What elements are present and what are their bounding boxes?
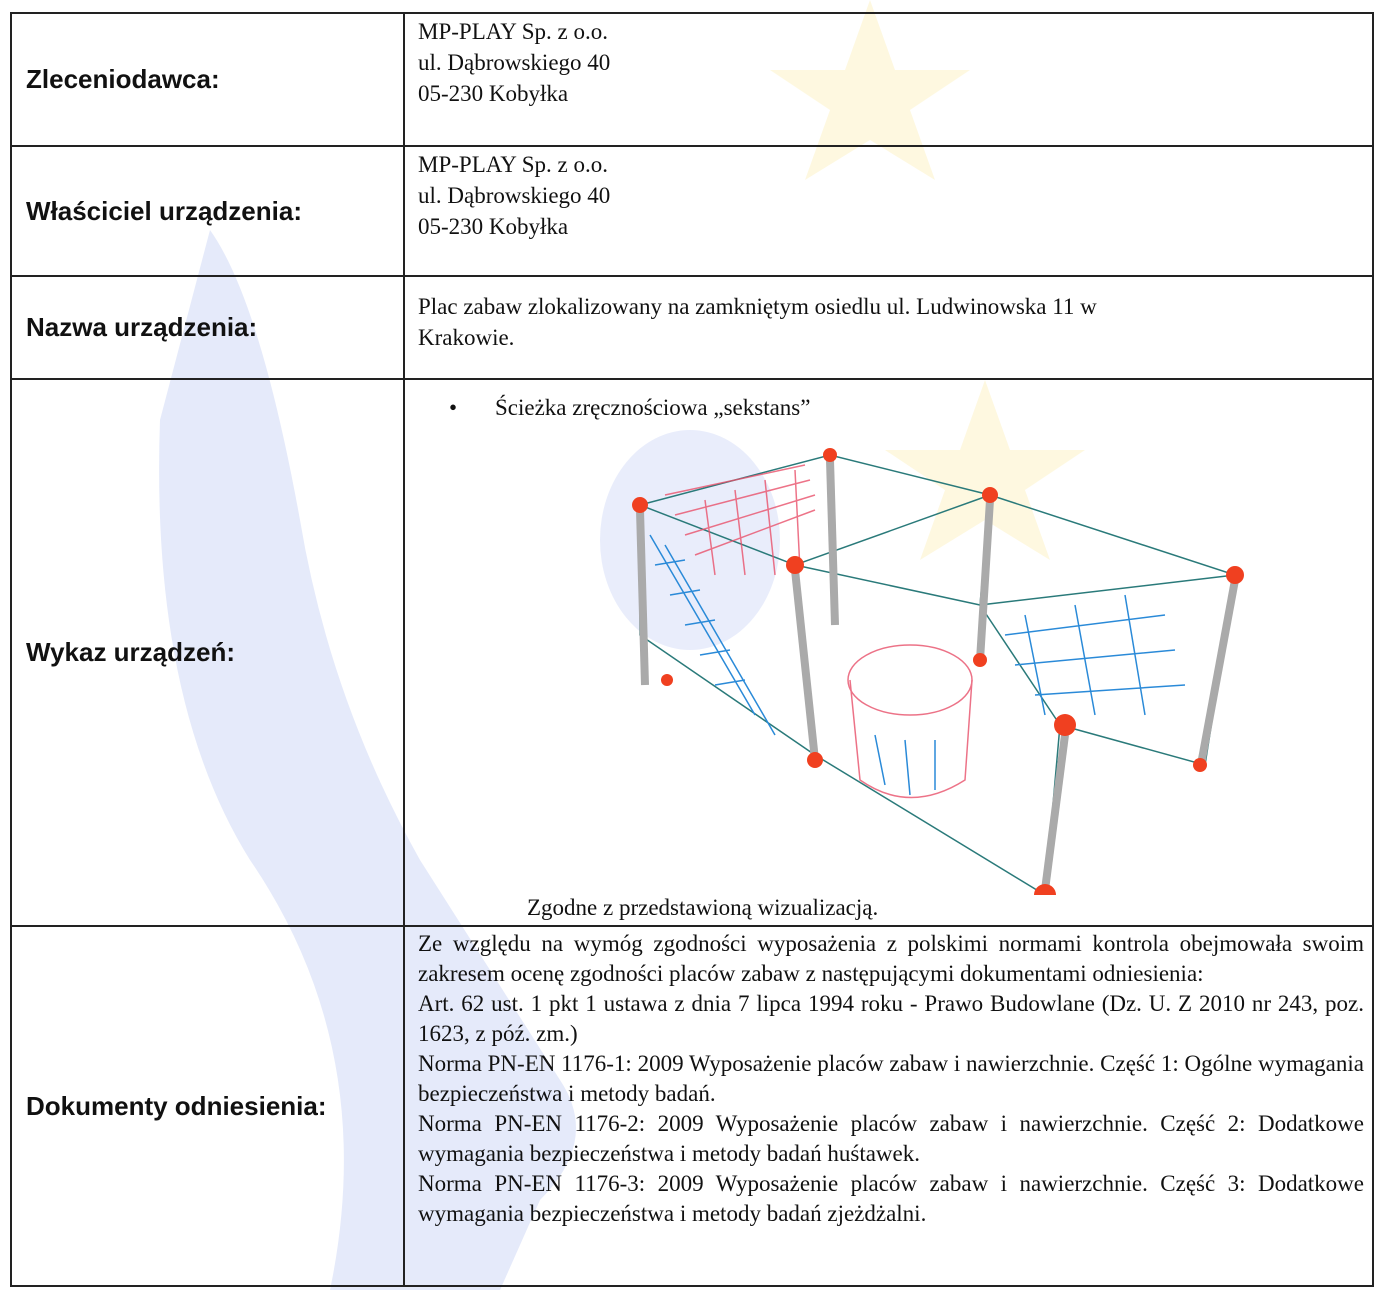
paragraph: Norma PN-EN 1176-2: 2009 Wyposażenie pla… — [418, 1111, 1364, 1166]
row-value: Ze względu na wymóg zgodności wyposażeni… — [405, 927, 1374, 1285]
row-value: MP-PLAY Sp. z o.o. ul. Dąbrowskiego 40 0… — [405, 147, 1374, 275]
bullet-item: • Ścieżka zręcznościowa „sekstans” — [449, 395, 811, 420]
row-label: Wykaz urządzeń: — [10, 380, 405, 925]
caption: Zgodne z przedstawioną wizualizacją. — [527, 895, 879, 920]
row-label: Nazwa urządzenia: — [10, 277, 405, 378]
text-line: Plac zabaw zlokalizowany na zamkniętym o… — [418, 294, 1097, 319]
paragraph: Ze względu na wymóg zgodności wyposażeni… — [418, 931, 1364, 986]
text-line: Krakowie. — [418, 325, 515, 350]
bullet-text: Ścieżka zręcznościowa „sekstans” — [495, 395, 811, 420]
paragraph: Norma PN-EN 1176-3: 2009 Wyposażenie pla… — [418, 1171, 1364, 1226]
row: Dokumenty odniesienia: Ze względu na wym… — [10, 925, 1374, 1287]
text-line: MP-PLAY Sp. z o.o. — [418, 152, 608, 177]
text-line: 05-230 Kobyłka — [418, 81, 569, 106]
row: Właściciel urządzenia: MP-PLAY Sp. z o.o… — [10, 145, 1374, 275]
paragraph: Norma PN-EN 1176-1: 2009 Wyposażenie pla… — [418, 1051, 1364, 1106]
row: Nazwa urządzenia: Plac zabaw zlokalizowa… — [10, 275, 1374, 378]
text-line: ul. Dąbrowskiego 40 — [418, 183, 611, 208]
paragraph: Art. 62 ust. 1 pkt 1 ustawa z dnia 7 lip… — [418, 991, 1364, 1046]
row-value: • Ścieżka zręcznościowa „sekstans” — [405, 380, 1374, 925]
row: Zleceniodawca: MP-PLAY Sp. z o.o. ul. Dą… — [10, 12, 1374, 145]
text-line: MP-PLAY Sp. z o.o. — [418, 19, 608, 44]
text-line: ul. Dąbrowskiego 40 — [418, 50, 611, 75]
row-value: Plac zabaw zlokalizowany na zamkniętym o… — [405, 277, 1374, 378]
row-value: MP-PLAY Sp. z o.o. ul. Dąbrowskiego 40 0… — [405, 14, 1374, 145]
row-label: Dokumenty odniesienia: — [10, 927, 405, 1285]
row: Wykaz urządzeń: • Ścieżka zręcznościowa … — [10, 378, 1374, 925]
text-line: 05-230 Kobyłka — [418, 214, 569, 239]
row-label: Właściciel urządzenia: — [10, 147, 405, 275]
row-label: Zleceniodawca: — [10, 14, 405, 145]
equipment-image — [632, 448, 1244, 895]
